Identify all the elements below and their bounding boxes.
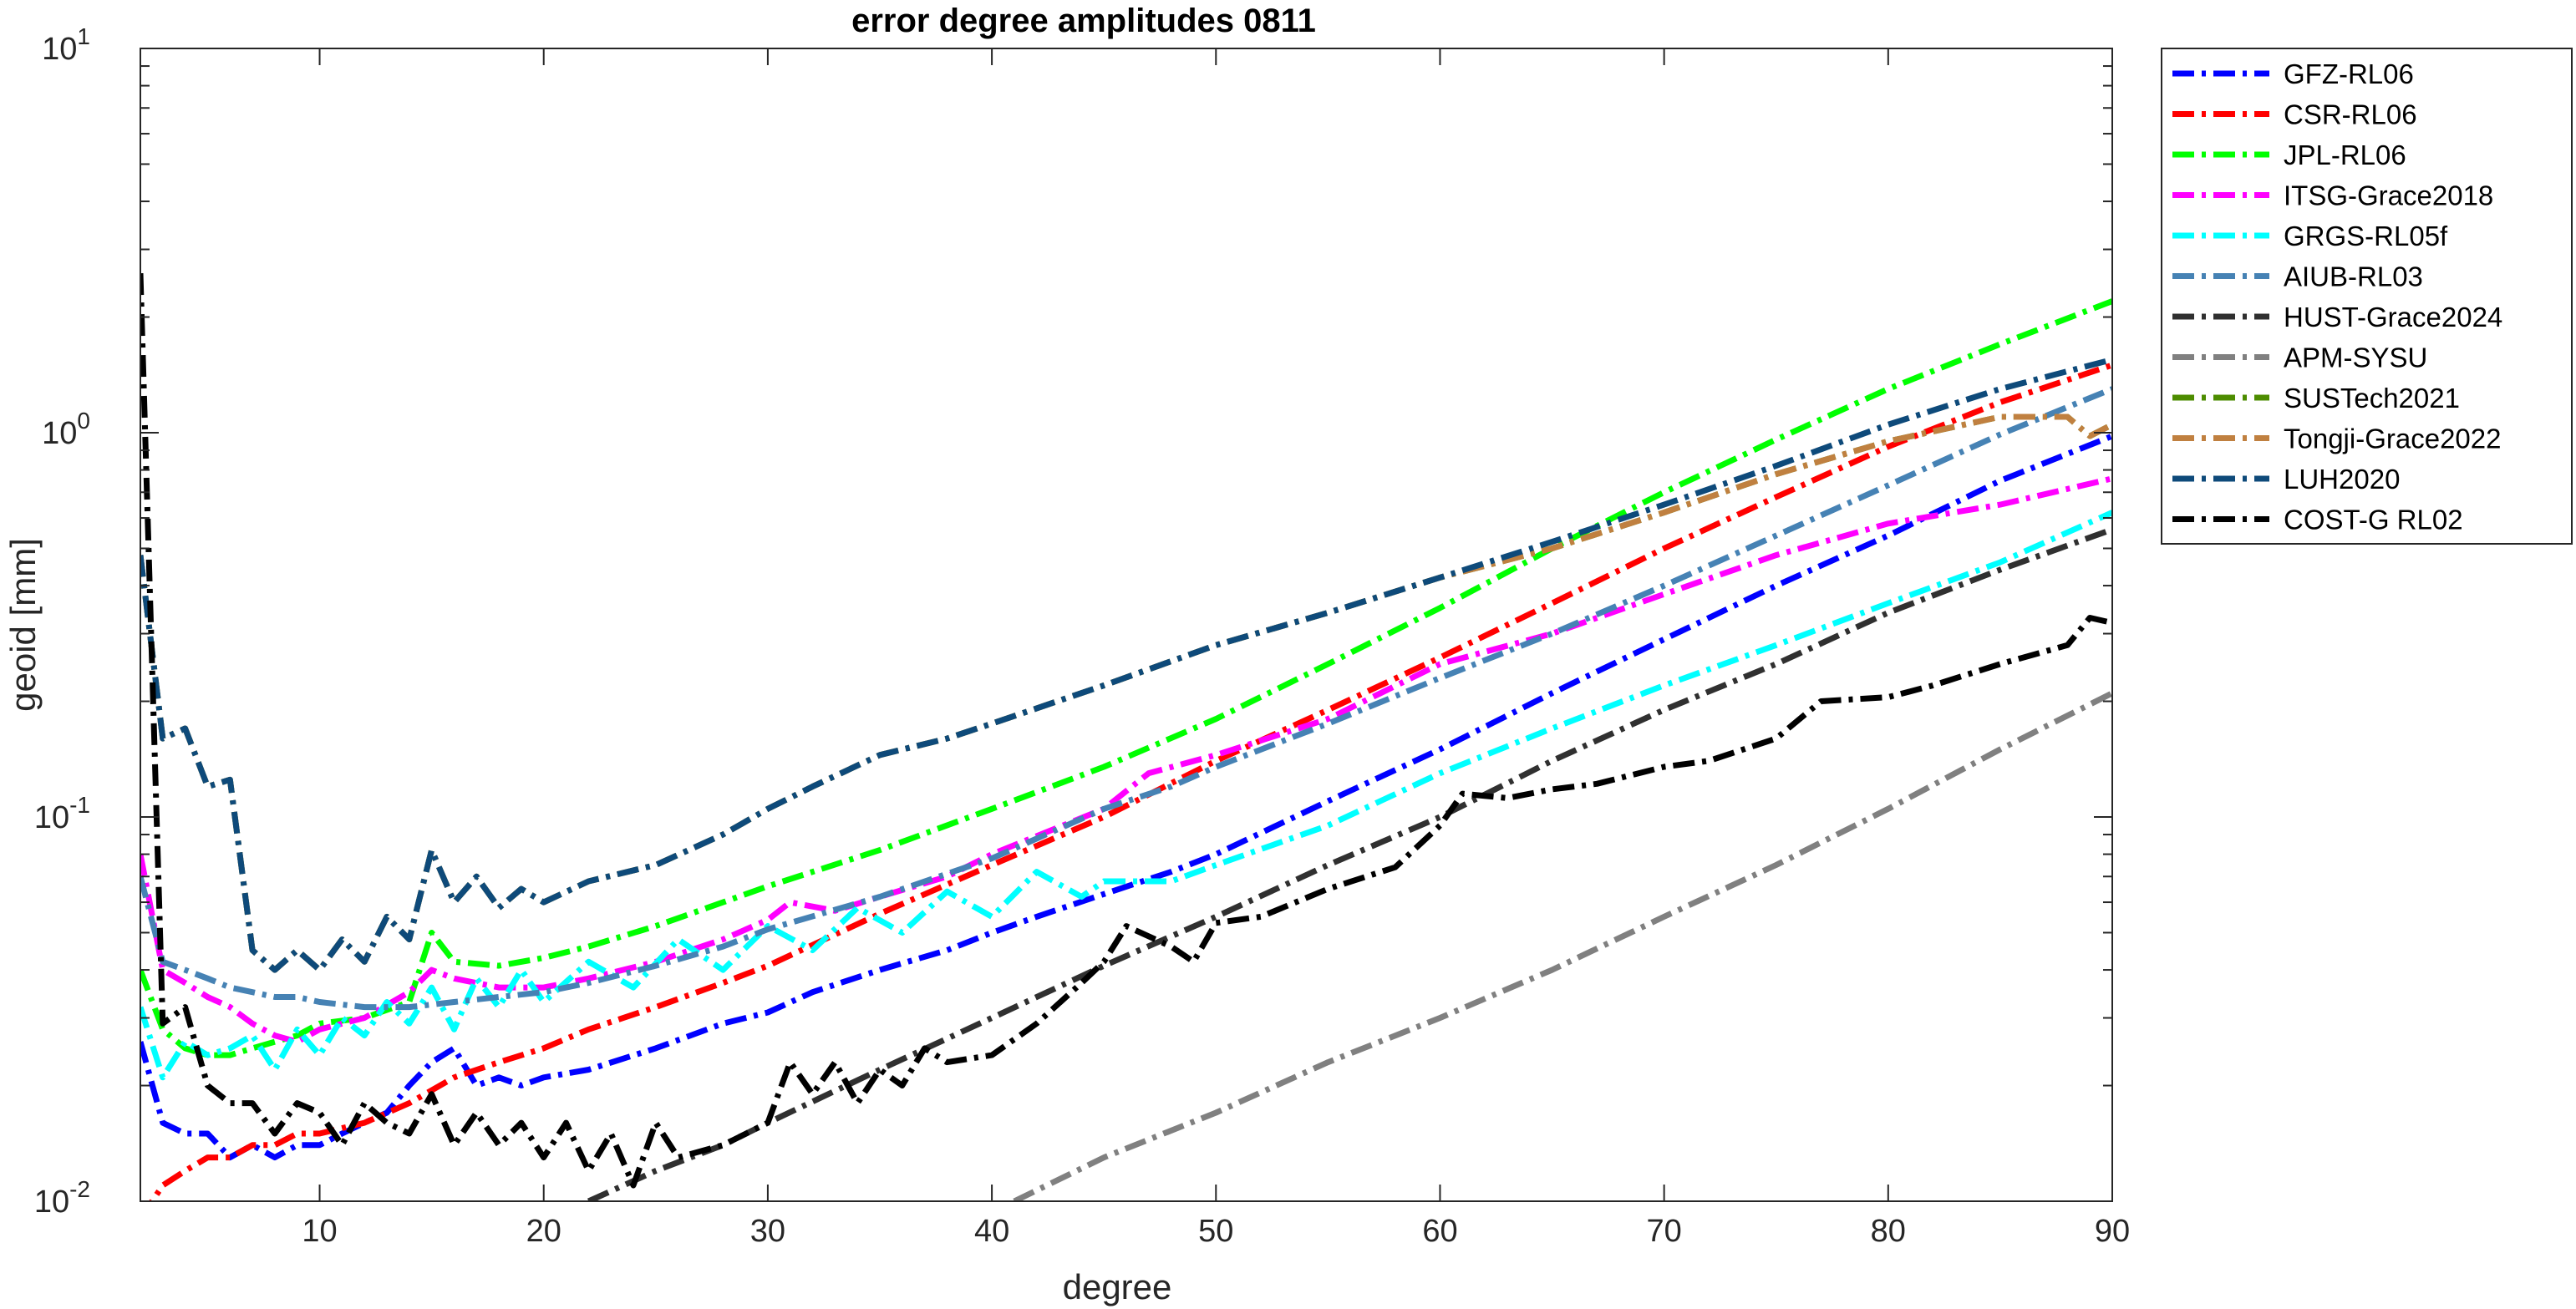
legend-label: GFZ-RL06 <box>2284 58 2414 89</box>
legend-label: CSR-RL06 <box>2284 99 2417 130</box>
y-tick-base: 10 <box>42 416 77 451</box>
legend-label: AIUB-RL03 <box>2284 261 2423 292</box>
legend-label: LUH2020 <box>2284 464 2400 495</box>
y-tick-exponent: 0 <box>77 408 90 434</box>
legend-label: APM-SYSU <box>2284 342 2427 373</box>
series-line-gfz-rl06 <box>140 433 2112 1161</box>
x-tick-label: 80 <box>1871 1214 1906 1249</box>
x-tick-label: 40 <box>974 1214 1009 1249</box>
series-line-csr-rl06 <box>148 362 2112 1201</box>
x-tick-label: 50 <box>1198 1214 1233 1249</box>
y-tick-label: 101 <box>42 23 90 67</box>
legend-label: GRGS-RL05f <box>2284 221 2448 251</box>
y-tick-exponent: -1 <box>69 792 90 818</box>
x-axis-ticks: 10 20 30 40 50 60 70 80 90 <box>302 48 2130 1249</box>
chart-title: error degree amplitudes 0811 <box>851 3 1316 39</box>
x-tick-label: 10 <box>302 1214 337 1249</box>
series-line-aiub-rl03 <box>140 386 2112 1011</box>
series-layer <box>140 272 2112 1201</box>
x-tick-label: 70 <box>1646 1214 1681 1249</box>
y-tick-base: 10 <box>42 32 77 67</box>
y-tick-label: 10-2 <box>34 1176 90 1220</box>
legend-label: SUSTech2021 <box>2284 383 2460 414</box>
x-tick-label: 30 <box>750 1214 785 1249</box>
series-line-hust-grace2024 <box>587 526 2112 1201</box>
y-tick-label: 100 <box>42 408 90 451</box>
y-tick-label: 10-1 <box>34 792 90 835</box>
legend: GFZ-RL06 CSR-RL06 JPL-RL06 ITSG-Grace2018 GR… <box>2161 48 2573 545</box>
legend-label: JPL-RL06 <box>2284 140 2406 170</box>
legend-label: HUST-Grace2024 <box>2284 302 2502 332</box>
legend-label: Tongji-Grace2022 <box>2284 424 2502 454</box>
legend-items: GFZ-RL06 CSR-RL06 JPL-RL06 ITSG-Grace2018 GR… <box>2172 58 2502 535</box>
legend-label: COST-G RL02 <box>2284 505 2463 535</box>
x-tick-label: 90 <box>2095 1214 2130 1249</box>
legend-box <box>2161 48 2573 545</box>
series-line-apm-sysu <box>1013 690 2112 1201</box>
y-tick-base: 10 <box>34 1185 69 1220</box>
series-line-itsg-grace2018 <box>140 475 2112 1045</box>
y-axis-label: geoid [mm] <box>3 538 43 712</box>
x-axis-label: degree <box>1063 1267 1172 1306</box>
series-line-grgs-rl05f <box>140 510 2112 1081</box>
legend-label: ITSG-Grace2018 <box>2284 180 2493 211</box>
y-tick-exponent: -2 <box>69 1176 90 1202</box>
y-tick-base: 10 <box>34 800 69 835</box>
plot-frame <box>140 48 2113 1202</box>
y-tick-exponent: 1 <box>77 23 90 49</box>
series-line-luh2020 <box>140 357 2112 973</box>
x-tick-label: 60 <box>1422 1214 1457 1249</box>
series-line-cost-g-rl02 <box>140 272 2112 1189</box>
x-tick-label: 20 <box>526 1214 561 1249</box>
